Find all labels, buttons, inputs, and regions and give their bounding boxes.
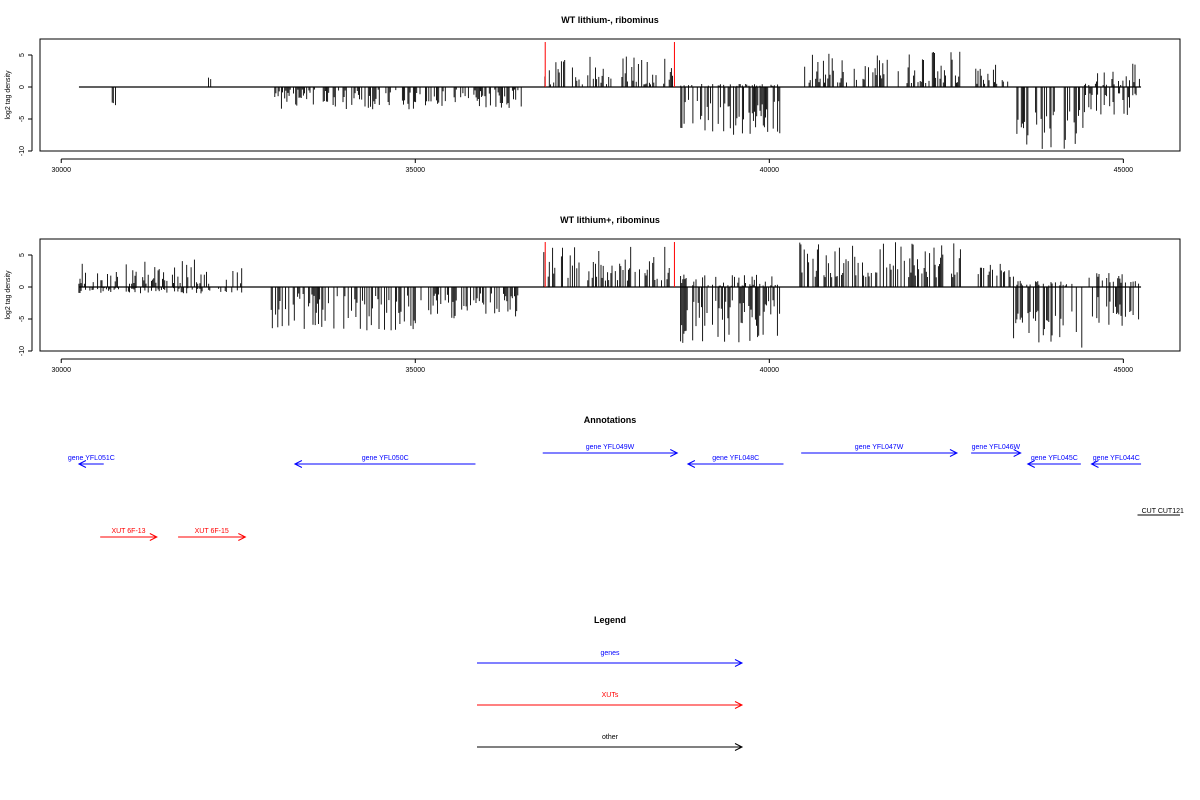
legend-arrow — [477, 659, 744, 667]
panel-1-frame — [39, 38, 1181, 152]
xut-label: XUT 6F-15 — [195, 528, 229, 535]
annotations-panel: Annotations gene YFL051C gene YFL050Cgene… — [68, 415, 1184, 541]
y-tick-label: 0 — [19, 285, 26, 289]
xut-arrow — [100, 533, 158, 541]
x-tick-label: 40000 — [760, 167, 780, 174]
x-tick-label: 40000 — [760, 367, 780, 374]
track-panel-2: WT lithium+, ribominus log2 tag density … — [5, 215, 1181, 374]
gene-label: gene YFL051C — [68, 455, 115, 462]
legend-items: genes XUTs other — [477, 650, 744, 751]
gene-label: gene YFL046W — [972, 444, 1021, 451]
other-feature-label: CUT CUT121 — [1142, 508, 1184, 515]
gene-arrow — [542, 449, 679, 457]
panel-2-title: WT lithium+, ribominus — [560, 215, 660, 225]
gene-arrow — [1026, 460, 1081, 468]
y-tick-label: -10 — [19, 346, 26, 356]
y-tick-label: -5 — [19, 316, 26, 322]
gene-label: gene YFL045C — [1031, 455, 1078, 462]
x-tick-label: 30000 — [52, 167, 72, 174]
y-tick-label: -10 — [19, 146, 26, 156]
y-tick-label: 0 — [19, 85, 26, 89]
x-tick-label: 45000 — [1114, 367, 1134, 374]
legend-title: Legend — [594, 615, 626, 625]
legend-arrow — [477, 701, 744, 709]
y-tick-label: 5 — [19, 253, 26, 257]
track-panel-1: WT lithium-, ribominus log2 tag density … — [5, 15, 1181, 174]
y-tick-label: -5 — [19, 116, 26, 122]
gene-label: gene YFL047W — [855, 444, 904, 451]
legend-panel: Legend genes XUTs other — [477, 615, 744, 751]
gene-arrow — [293, 460, 476, 468]
xut-label: XUT 6F-13 — [111, 528, 145, 535]
gene-label: gene YFL049W — [586, 444, 635, 451]
panel-1-ylabel: log2 tag density — [5, 70, 12, 120]
legend-label: genes — [600, 650, 620, 657]
panel-1-title: WT lithium-, ribominus — [561, 15, 659, 25]
panel-2-axes: 5 0 -5 -10 30000 35000 40000 45000 — [19, 253, 1133, 374]
legend-arrow — [477, 743, 744, 751]
gene-arrow — [971, 449, 1022, 457]
y-tick-label: 5 — [19, 53, 26, 57]
gene-arrow — [1090, 460, 1142, 468]
panel-2-frame — [39, 238, 1181, 352]
x-tick-label: 35000 — [406, 367, 426, 374]
xut-arrow — [178, 533, 247, 541]
annotation-features: gene YFL051C gene YFL050C gene YFL049W gene… — [68, 444, 1184, 541]
legend-label: other — [602, 734, 619, 741]
x-tick-label: 30000 — [52, 367, 72, 374]
gene-label: gene YFL044C — [1093, 455, 1140, 462]
gene-label: gene YFL050C — [362, 455, 409, 462]
x-tick-label: 45000 — [1114, 167, 1134, 174]
panel-2-bars — [78, 242, 1142, 348]
x-tick-label: 35000 — [406, 167, 426, 174]
panel-2-ylabel: log2 tag density — [5, 270, 12, 320]
gene-label: gene YFL048C — [712, 455, 759, 462]
gene-arrow — [686, 460, 784, 468]
panel-1-axes: 5 0 -5 -10 30000 35000 40000 45000 — [19, 53, 1133, 174]
gene-arrow — [77, 460, 104, 468]
annotations-title: Annotations — [584, 415, 637, 425]
panel-1-bars — [78, 42, 1142, 149]
legend-label: XUTs — [602, 692, 619, 699]
gene-arrow — [801, 449, 959, 457]
